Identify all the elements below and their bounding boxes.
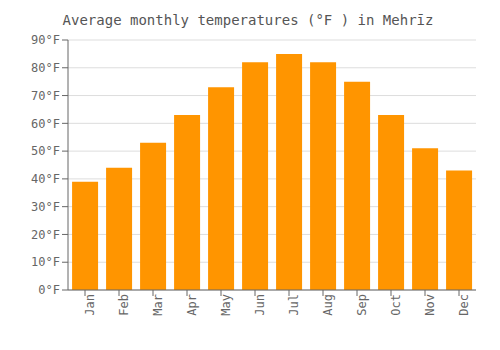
svg-text:10°F: 10°F [31, 255, 60, 269]
svg-text:40°F: 40°F [31, 172, 60, 186]
svg-text:30°F: 30°F [31, 200, 60, 214]
html-text:Average monthly temperatures (: Average monthly temperatures (°F ) in Me… [62, 12, 434, 28]
svg-text:Sep: Sep [355, 294, 369, 316]
svg-text:Apr: Apr [185, 294, 199, 316]
svg-text:Aug: Aug [321, 294, 335, 316]
svg-text:Nov: Nov [423, 294, 437, 316]
svg-text:Feb: Feb [117, 294, 131, 316]
svg-text:Jun: Jun [253, 294, 267, 316]
svg-text:60°F: 60°F [31, 117, 60, 131]
svg-text:Jul: Jul [287, 294, 301, 316]
svg-text:May: May [219, 294, 233, 316]
svg-text:70°F: 70°F [31, 89, 60, 103]
svg-text:80°F: 80°F [31, 61, 60, 75]
svg-text:Oct: Oct [389, 294, 403, 316]
svg-text:90°F: 90°F [31, 33, 60, 47]
svg-text:50°F: 50°F [31, 144, 60, 158]
svg-text:20°F: 20°F [31, 228, 60, 242]
svg-text:Jan: Jan [83, 294, 97, 316]
svg-text:Dec: Dec [457, 294, 471, 316]
svg-text:0°F: 0°F [38, 283, 60, 297]
svg-text:Mar: Mar [151, 294, 165, 316]
